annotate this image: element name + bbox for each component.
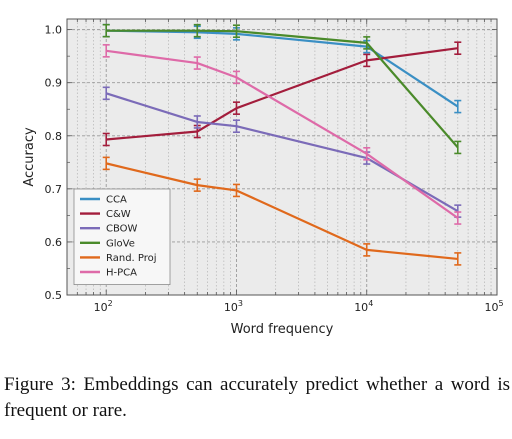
x-tick-label: 105 (484, 299, 503, 314)
data-point (193, 178, 201, 192)
data-point (363, 53, 371, 68)
data-point (232, 70, 240, 85)
x-tick-label: 103 (224, 299, 243, 314)
data-point (102, 86, 110, 101)
data-point (363, 243, 371, 257)
data-point (193, 23, 201, 38)
data-point (232, 119, 240, 134)
legend-label: CBOW (106, 224, 138, 235)
data-point (232, 183, 240, 198)
data-point (454, 252, 462, 266)
y-tick-label: 0.9 (45, 77, 63, 90)
legend-label: Rand. Proj (106, 253, 157, 264)
data-point (102, 156, 110, 171)
data-point (454, 41, 462, 55)
data-point (232, 24, 240, 39)
data-point (102, 44, 110, 58)
data-point (193, 56, 201, 70)
data-point (454, 99, 462, 114)
legend-label: CCA (106, 195, 127, 206)
y-tick-label: 0.5 (45, 289, 63, 302)
data-point (363, 147, 371, 161)
ticks: 0.5 0.6 0.7 0.8 0.9 1.0 102 103 104 105 (45, 19, 504, 314)
data-point (102, 23, 110, 38)
y-tick-label: 0.6 (45, 236, 63, 249)
series-layer (102, 23, 462, 266)
y-tick-label: 0.8 (45, 130, 63, 143)
legend: CCA C&W CBOW GloVe Rand. Proj H-PCA (73, 188, 171, 285)
data-point (102, 132, 110, 147)
y-axis-label: Accuracy (22, 127, 37, 187)
data-point (454, 211, 462, 225)
grid (66, 19, 498, 296)
x-tick-label: 102 (94, 299, 113, 314)
data-point (363, 36, 371, 50)
data-point (193, 115, 201, 129)
data-point (232, 101, 240, 115)
legend-label: H-PCA (106, 268, 137, 279)
x-tick-label: 104 (354, 299, 373, 314)
plot-frame (66, 18, 498, 296)
legend-box (73, 188, 171, 285)
x-axis-label: Word frequency (231, 322, 334, 337)
y-tick-label: 0.7 (45, 183, 63, 196)
data-point (454, 140, 462, 155)
accuracy-chart: 0.5 0.6 0.7 0.8 0.9 1.0 102 103 104 105 Word freq… (22, 18, 504, 337)
legend-label: GloVe (106, 238, 135, 249)
y-tick-label: 1.0 (45, 24, 63, 37)
legend-label: C&W (106, 209, 131, 220)
figure-caption: Figure 3: Embeddings can accurately pred… (4, 374, 510, 421)
